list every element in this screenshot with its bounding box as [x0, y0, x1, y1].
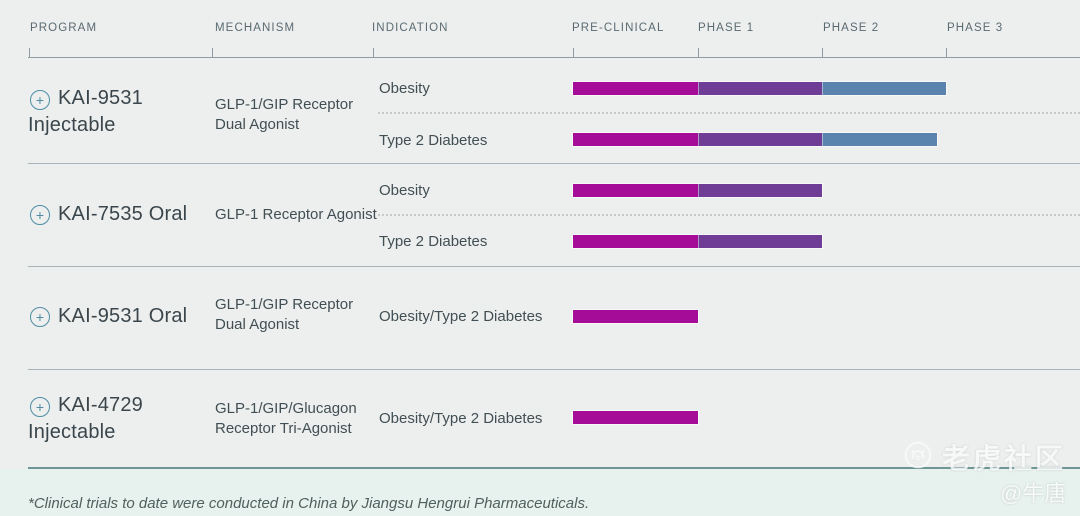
phase-bar	[573, 411, 698, 424]
watermark-username: @牛唐	[1000, 481, 1067, 506]
row-divider	[28, 163, 1080, 164]
column-header-program: PROGRAM	[30, 22, 98, 34]
expand-button[interactable]: +	[30, 307, 50, 327]
expand-button[interactable]: +	[30, 90, 50, 110]
column-tick	[212, 48, 213, 57]
mechanism: GLP-1/GIP/Glucagon	[215, 400, 357, 417]
phase-bar	[573, 184, 822, 197]
phase-bar-segment	[573, 310, 698, 323]
column-tick	[29, 48, 30, 57]
plus-icon: +	[35, 207, 45, 223]
mechanism: GLP-1 Receptor Agonist	[215, 206, 377, 223]
program-name-line2: Injectable	[28, 421, 116, 443]
header-divider	[28, 57, 1080, 58]
indication: Obesity/Type 2 Diabetes	[379, 410, 543, 427]
program-name-line2: Injectable	[28, 114, 116, 136]
dotted-divider	[378, 112, 1080, 114]
program-name: KAI-4729	[58, 394, 143, 416]
column-header-mechanism: MECHANISM	[215, 22, 296, 34]
phase-bar	[573, 133, 938, 146]
mechanism-line2: Dual Agonist	[215, 116, 300, 133]
phase-bar-segment	[822, 133, 938, 146]
indication: Obesity	[379, 182, 430, 199]
column-tick	[946, 48, 947, 57]
mechanism: GLP-1/GIP Receptor	[215, 296, 354, 313]
watermark-brand: 老虎社区	[903, 437, 1066, 477]
column-tick	[698, 48, 699, 57]
mechanism: GLP-1/GIP Receptor	[215, 96, 354, 113]
phase-bar-segment	[573, 133, 698, 146]
phase-bar-segment	[822, 82, 946, 95]
program-name: KAI-9531	[58, 87, 143, 109]
column-header-phase1: PHASE 1	[698, 22, 755, 34]
column-header-indication: INDICATION	[372, 22, 449, 34]
column-header-phase2: PHASE 2	[823, 22, 880, 34]
expand-button[interactable]: +	[30, 397, 50, 417]
phase-bar-segment	[573, 184, 698, 197]
column-header-preclinical: PRE-CLINICAL	[572, 22, 665, 34]
program-name: KAI-9531 Oral	[58, 305, 188, 327]
plus-icon: +	[35, 309, 45, 325]
footer-strip	[0, 469, 1080, 516]
column-tick	[822, 48, 823, 57]
plus-icon: +	[35, 92, 45, 108]
watermark-brand-text: 老虎社区	[942, 443, 1067, 474]
column-tick	[373, 48, 374, 57]
phase-bar-segment	[698, 235, 822, 248]
expand-button[interactable]: +	[30, 205, 50, 225]
phase-bar-segment	[573, 235, 698, 248]
tiger-logo-icon	[903, 440, 933, 475]
phase-bar-segment	[573, 82, 698, 95]
dotted-divider	[378, 214, 1080, 216]
footer-divider	[28, 467, 1080, 469]
mechanism-line2: Receptor Tri-Agonist	[215, 420, 352, 437]
mechanism-line2: Dual Agonist	[215, 316, 300, 333]
row-divider	[28, 266, 1080, 267]
column-header-phase3: PHASE 3	[947, 22, 1004, 34]
plus-icon: +	[35, 399, 45, 415]
footnote: *Clinical trials to date were conducted …	[28, 495, 590, 512]
phase-bar-segment	[698, 184, 822, 197]
program-name: KAI-7535 Oral	[58, 203, 188, 225]
indication: Obesity/Type 2 Diabetes	[379, 308, 543, 325]
indication: Type 2 Diabetes	[379, 233, 488, 250]
column-tick	[573, 48, 574, 57]
phase-bar	[573, 235, 822, 248]
phase-bar-segment	[698, 82, 822, 95]
row-divider	[28, 369, 1080, 370]
phase-bar	[573, 82, 946, 95]
indication: Obesity	[379, 80, 430, 97]
phase-bar-segment	[698, 133, 822, 146]
phase-bar-segment	[573, 411, 698, 424]
indication: Type 2 Diabetes	[379, 132, 488, 149]
phase-bar	[573, 310, 698, 323]
